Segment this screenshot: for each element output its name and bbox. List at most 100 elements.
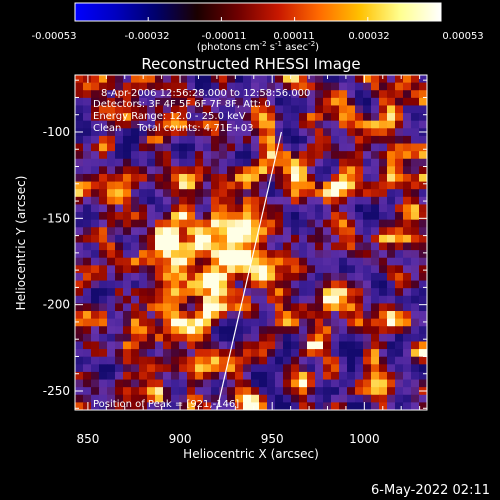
- heatmap-cell: [195, 189, 204, 198]
- heatmap-cell: [203, 234, 212, 244]
- heatmap-cell: [187, 288, 196, 297]
- heatmap-cell: [163, 265, 172, 274]
- heatmap-cell: [243, 158, 252, 167]
- heatmap-cell: [203, 151, 212, 160]
- heatmap-cell: [299, 394, 308, 403]
- heatmap-cell: [355, 189, 364, 198]
- heatmap-cell: [331, 402, 340, 410]
- heatmap-cell: [339, 97, 348, 107]
- heatmap-cell: [419, 97, 427, 107]
- heatmap-cell: [163, 143, 172, 152]
- heatmap-cell: [147, 151, 156, 160]
- heatmap-cell: [323, 128, 332, 137]
- heatmap-cell: [323, 204, 332, 213]
- y-tick-label: -100: [43, 125, 70, 139]
- heatmap-cell: [395, 189, 404, 198]
- heatmap-cell: [331, 166, 340, 175]
- heatmap-cell: [259, 371, 268, 381]
- heatmap-cell: [283, 204, 292, 213]
- heatmap-cell: [291, 204, 300, 213]
- heatmap-cell: [403, 318, 412, 327]
- heatmap-cell: [283, 394, 292, 403]
- heatmap-cell: [83, 318, 92, 327]
- heatmap-cell: [99, 234, 108, 244]
- heatmap-cell: [275, 105, 284, 114]
- heatmap-cell: [323, 227, 332, 236]
- heatmap-cell: [395, 387, 404, 396]
- heatmap-cell: [235, 143, 244, 152]
- heatmap-cell: [395, 173, 404, 183]
- colorbar-tick-label-2: -0.00011: [202, 31, 247, 42]
- heatmap-cell: [323, 151, 332, 160]
- heatmap-cell: [403, 158, 412, 167]
- heatmap-cell: [411, 113, 420, 122]
- heatmap-cell: [387, 387, 396, 396]
- heatmap-cell: [131, 394, 140, 403]
- heatmap-cell: [379, 204, 388, 213]
- heatmap-cell: [187, 75, 196, 84]
- heatmap-cell: [371, 272, 380, 282]
- heatmap-cell: [179, 402, 188, 410]
- heatmap-cell: [235, 371, 244, 381]
- heatmap-cell: [395, 394, 404, 403]
- heatmap-cell: [259, 189, 268, 198]
- heatmap-cell: [371, 90, 380, 99]
- heatmap-cell: [147, 219, 156, 228]
- heatmap-cell: [211, 120, 220, 129]
- heatmap-cell: [219, 402, 228, 410]
- heatmap-cell: [251, 173, 260, 183]
- heatmap-cell: [347, 387, 356, 396]
- heatmap-cell: [331, 120, 340, 129]
- heatmap-cell: [91, 128, 100, 137]
- heatmap-cell: [371, 189, 380, 198]
- heatmap-cell: [299, 212, 308, 221]
- heatmap-cell: [307, 105, 316, 114]
- heatmap-cell: [371, 265, 380, 274]
- heatmap-cell: [411, 128, 420, 137]
- heatmap-cell: [299, 196, 308, 206]
- heatmap-cell: [307, 311, 316, 320]
- heatmap-cell: [291, 242, 300, 251]
- heatmap-cell: [411, 295, 420, 305]
- heatmap-cell: [355, 75, 364, 84]
- heatmap-cell: [331, 371, 340, 381]
- heatmap-cell: [371, 135, 380, 145]
- heatmap-cell: [387, 212, 396, 221]
- heatmap-cell: [307, 364, 316, 373]
- heatmap-cell: [131, 105, 140, 114]
- heatmap-cell: [267, 265, 276, 274]
- heatmap-cell: [419, 227, 427, 236]
- heatmap-cell: [379, 242, 388, 251]
- heatmap-cell: [83, 242, 92, 251]
- heatmap-cell: [259, 90, 268, 99]
- heatmap-cell: [227, 75, 236, 84]
- heatmap-cell: [347, 341, 356, 350]
- heatmap-cell: [379, 234, 388, 244]
- heatmap-cell: [419, 181, 427, 190]
- heatmap-cell: [323, 90, 332, 99]
- heatmap-cell: [91, 135, 100, 145]
- heatmap-cell: [371, 288, 380, 297]
- heatmap-cell: [419, 151, 427, 160]
- heatmap-cell: [155, 295, 164, 305]
- heatmap-cell: [203, 82, 212, 91]
- heatmap-cell: [179, 90, 188, 99]
- heatmap-cell: [99, 333, 108, 343]
- heatmap-cell: [347, 364, 356, 373]
- heatmap-cell: [115, 166, 124, 175]
- heatmap-cell: [395, 402, 404, 410]
- heatmap-cell: [179, 97, 188, 107]
- heatmap-cell: [219, 135, 228, 145]
- heatmap-cell: [91, 234, 100, 244]
- heatmap-cell: [99, 166, 108, 175]
- heatmap-cell: [91, 326, 100, 335]
- heatmap-cell: [107, 341, 116, 350]
- heatmap-cell: [267, 402, 276, 410]
- heatmap-cell: [187, 387, 196, 396]
- heatmap-cell: [83, 326, 92, 335]
- heatmap-cell: [107, 394, 116, 403]
- heatmap-cell: [147, 379, 156, 388]
- heatmap-cell: [291, 349, 300, 358]
- heatmap-cell: [275, 265, 284, 274]
- heatmap-cell: [171, 257, 180, 266]
